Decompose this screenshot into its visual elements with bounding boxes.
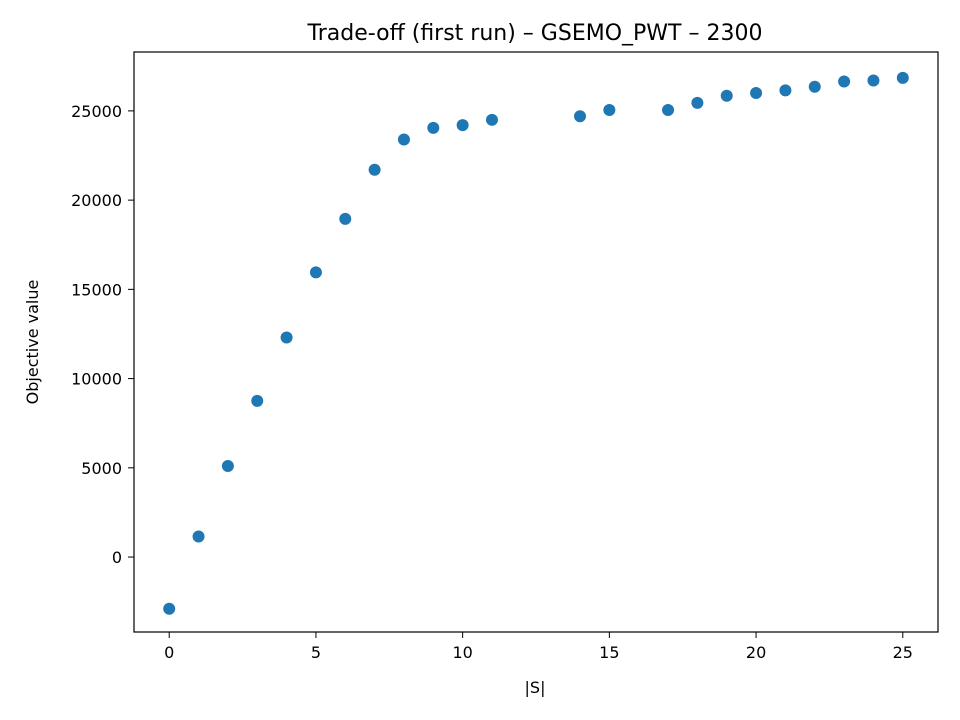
data-point [896,71,909,84]
data-point [691,96,704,109]
x-tick-label: 15 [599,643,619,662]
data-point [192,530,205,543]
data-point [867,74,880,87]
data-point [574,110,587,123]
data-point [368,163,381,176]
data-point [808,80,821,93]
data-point [397,133,410,146]
data-point [163,602,176,615]
x-tick-label: 5 [311,643,321,662]
data-point [838,75,851,88]
data-point [720,89,733,102]
data-point [309,266,322,279]
axes-frame [133,51,939,633]
y-tick-label: 10000 [71,370,122,389]
data-point [427,121,440,134]
y-tick-label: 15000 [71,280,122,299]
y-tick-label: 20000 [71,191,122,210]
y-axis-label: Objective value [23,280,42,405]
y-tick-label: 5000 [81,459,122,478]
data-point [221,460,234,473]
data-point [456,119,469,132]
x-tick-label: 20 [746,643,766,662]
data-point [485,113,498,126]
data-point [603,104,616,116]
y-tick-label: 0 [112,548,122,567]
chart-title: Trade-off (first run) – GSEMO_PWT – 2300 [307,21,763,46]
data-point [662,104,675,116]
plot-area [163,71,909,615]
data-point [251,394,264,407]
x-axis-label: |S| [525,678,546,697]
x-tick-label: 25 [893,643,913,662]
data-point [280,331,293,344]
data-point [339,212,352,225]
y-tick-label: 25000 [71,102,122,121]
data-point [779,84,792,97]
x-tick-label: 0 [164,643,174,662]
x-tick-label: 10 [452,643,472,662]
data-point [750,87,763,100]
